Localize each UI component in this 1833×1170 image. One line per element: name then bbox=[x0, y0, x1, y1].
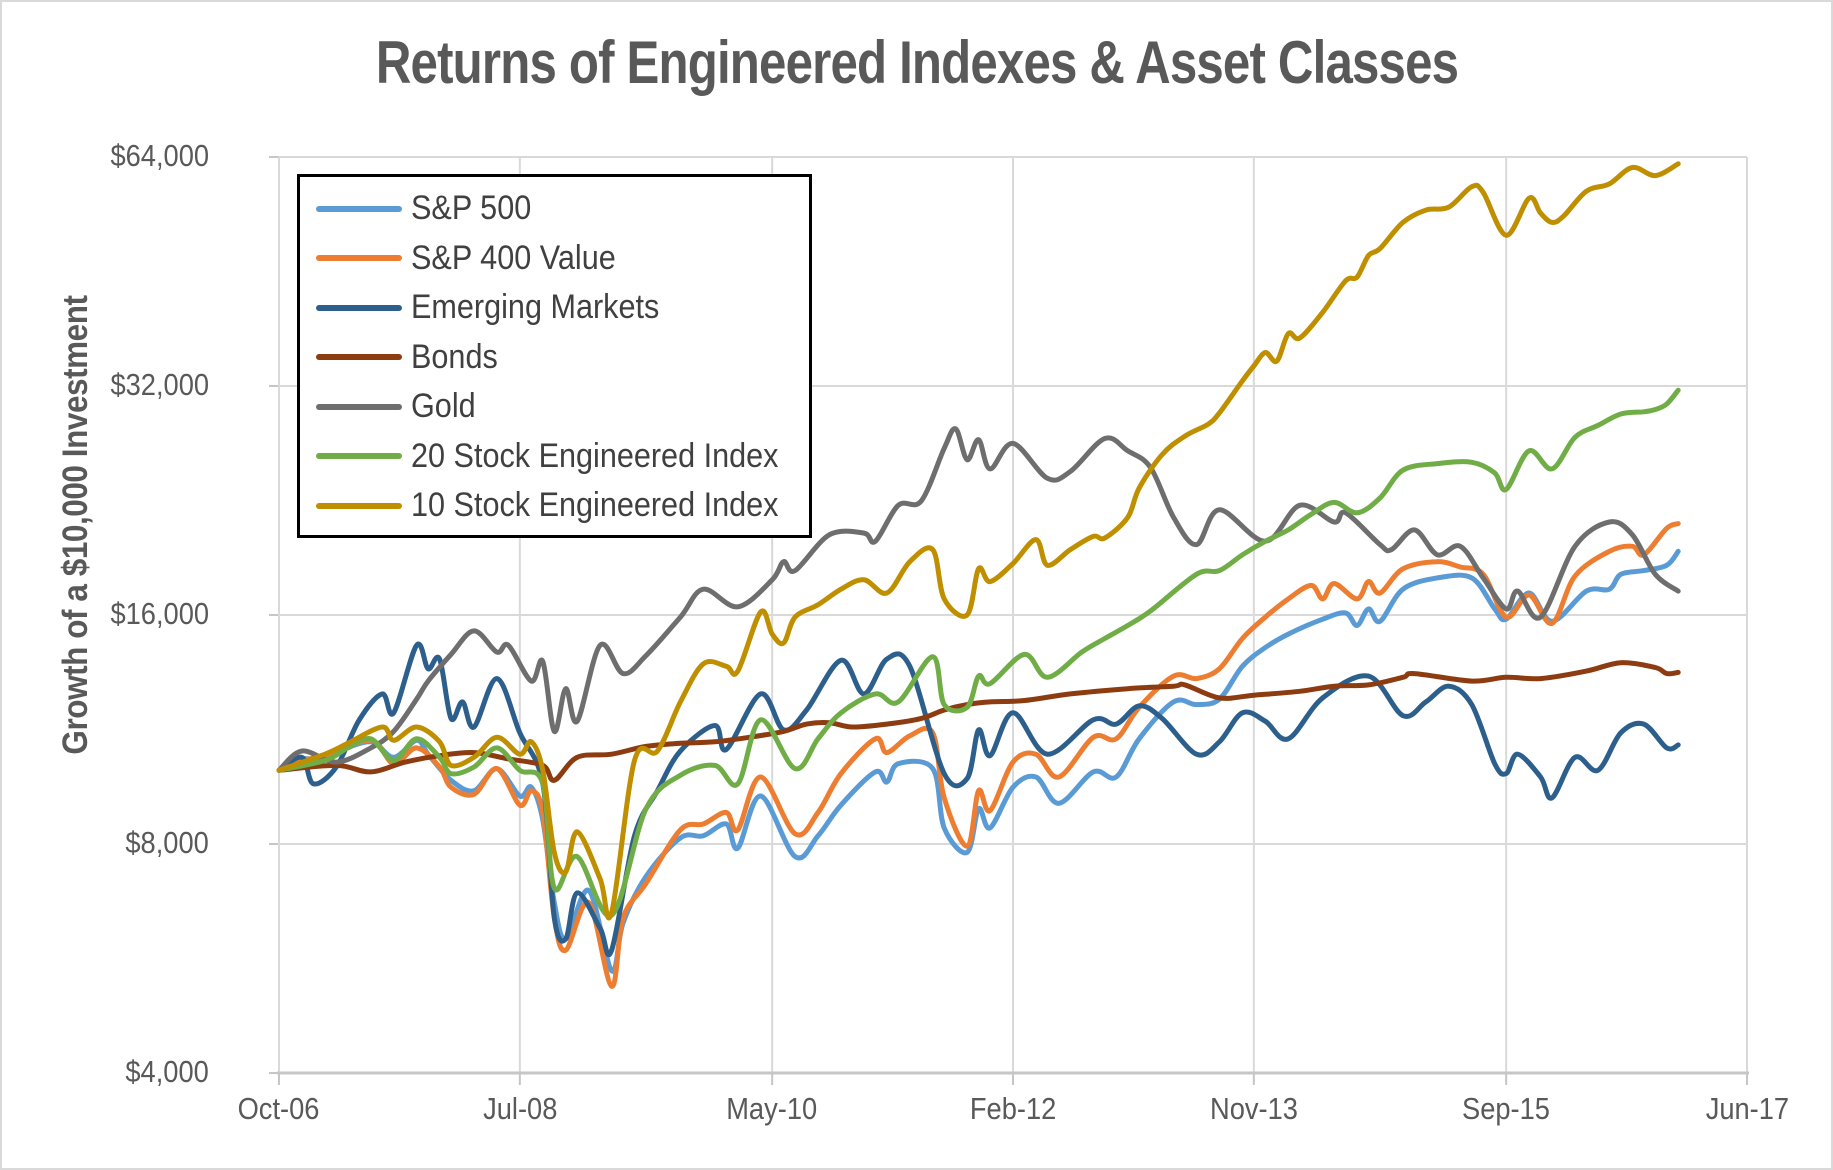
y-tick-label: $4,000 bbox=[125, 1054, 209, 1089]
legend-item: 10 Stock Engineered Index bbox=[300, 481, 809, 531]
legend-swatch-line-icon bbox=[316, 205, 402, 212]
legend-label: S&P 400 Value bbox=[411, 238, 616, 277]
chart-title: Returns of Engineered Indexes & Asset Cl… bbox=[257, 28, 1577, 97]
series-line-s-p-400-value bbox=[276, 521, 1681, 989]
legend-swatch-line-icon bbox=[316, 403, 402, 410]
legend-item: 20 Stock Engineered Index bbox=[300, 432, 809, 482]
y-tick-label: $16,000 bbox=[110, 596, 209, 631]
legend-label: 10 Stock Engineered Index bbox=[411, 486, 779, 525]
x-tick-label: Jun-17 bbox=[1705, 1091, 1789, 1126]
series-lines bbox=[276, 161, 1681, 989]
legend-item: Bonds bbox=[300, 333, 809, 383]
legend-label: Gold bbox=[411, 387, 476, 426]
legend-swatch-line-icon bbox=[316, 354, 402, 361]
chart-title-text: Returns of Engineered Indexes & Asset Cl… bbox=[375, 29, 1458, 96]
legend-swatch-line-icon bbox=[316, 304, 402, 311]
y-tick-label: $32,000 bbox=[110, 367, 209, 402]
legend-label: 20 Stock Engineered Index bbox=[411, 436, 779, 475]
legend: S&P 500 S&P 400 Value Emerging Markets B… bbox=[297, 174, 812, 538]
x-tick-label: Jul-08 bbox=[482, 1091, 557, 1126]
legend-label: S&P 500 bbox=[411, 189, 532, 228]
x-tick-label: Sep-15 bbox=[1462, 1091, 1551, 1126]
legend-swatch-line-icon bbox=[316, 453, 402, 460]
series-line-gold bbox=[276, 426, 1681, 773]
y-tick-label: $64,000 bbox=[110, 138, 209, 173]
legend-swatch-line-icon bbox=[316, 255, 402, 262]
x-tick-label: May-10 bbox=[726, 1091, 818, 1126]
legend-item: Gold bbox=[300, 382, 809, 432]
legend-swatch-line-icon bbox=[316, 502, 402, 509]
legend-label: Emerging Markets bbox=[411, 288, 660, 327]
x-tick-label: Feb-12 bbox=[969, 1091, 1057, 1126]
y-axis-title-text: Growth of a $10,000 Investment bbox=[56, 295, 95, 755]
legend-item: S&P 400 Value bbox=[300, 234, 809, 284]
legend-item: S&P 500 bbox=[300, 184, 809, 234]
series-line-emerging-markets bbox=[276, 641, 1681, 958]
x-tick-label: Oct-06 bbox=[238, 1091, 320, 1126]
legend-label: Bonds bbox=[411, 337, 498, 376]
y-tick-label: $8,000 bbox=[125, 825, 209, 860]
series-line-20-stock-engineered-index bbox=[276, 387, 1681, 919]
series-line-s-p-500 bbox=[276, 548, 1681, 974]
series-line-10-stock-engineered-index bbox=[276, 161, 1681, 921]
legend-item: Emerging Markets bbox=[300, 283, 809, 333]
x-tick-label: Nov-13 bbox=[1209, 1091, 1298, 1126]
